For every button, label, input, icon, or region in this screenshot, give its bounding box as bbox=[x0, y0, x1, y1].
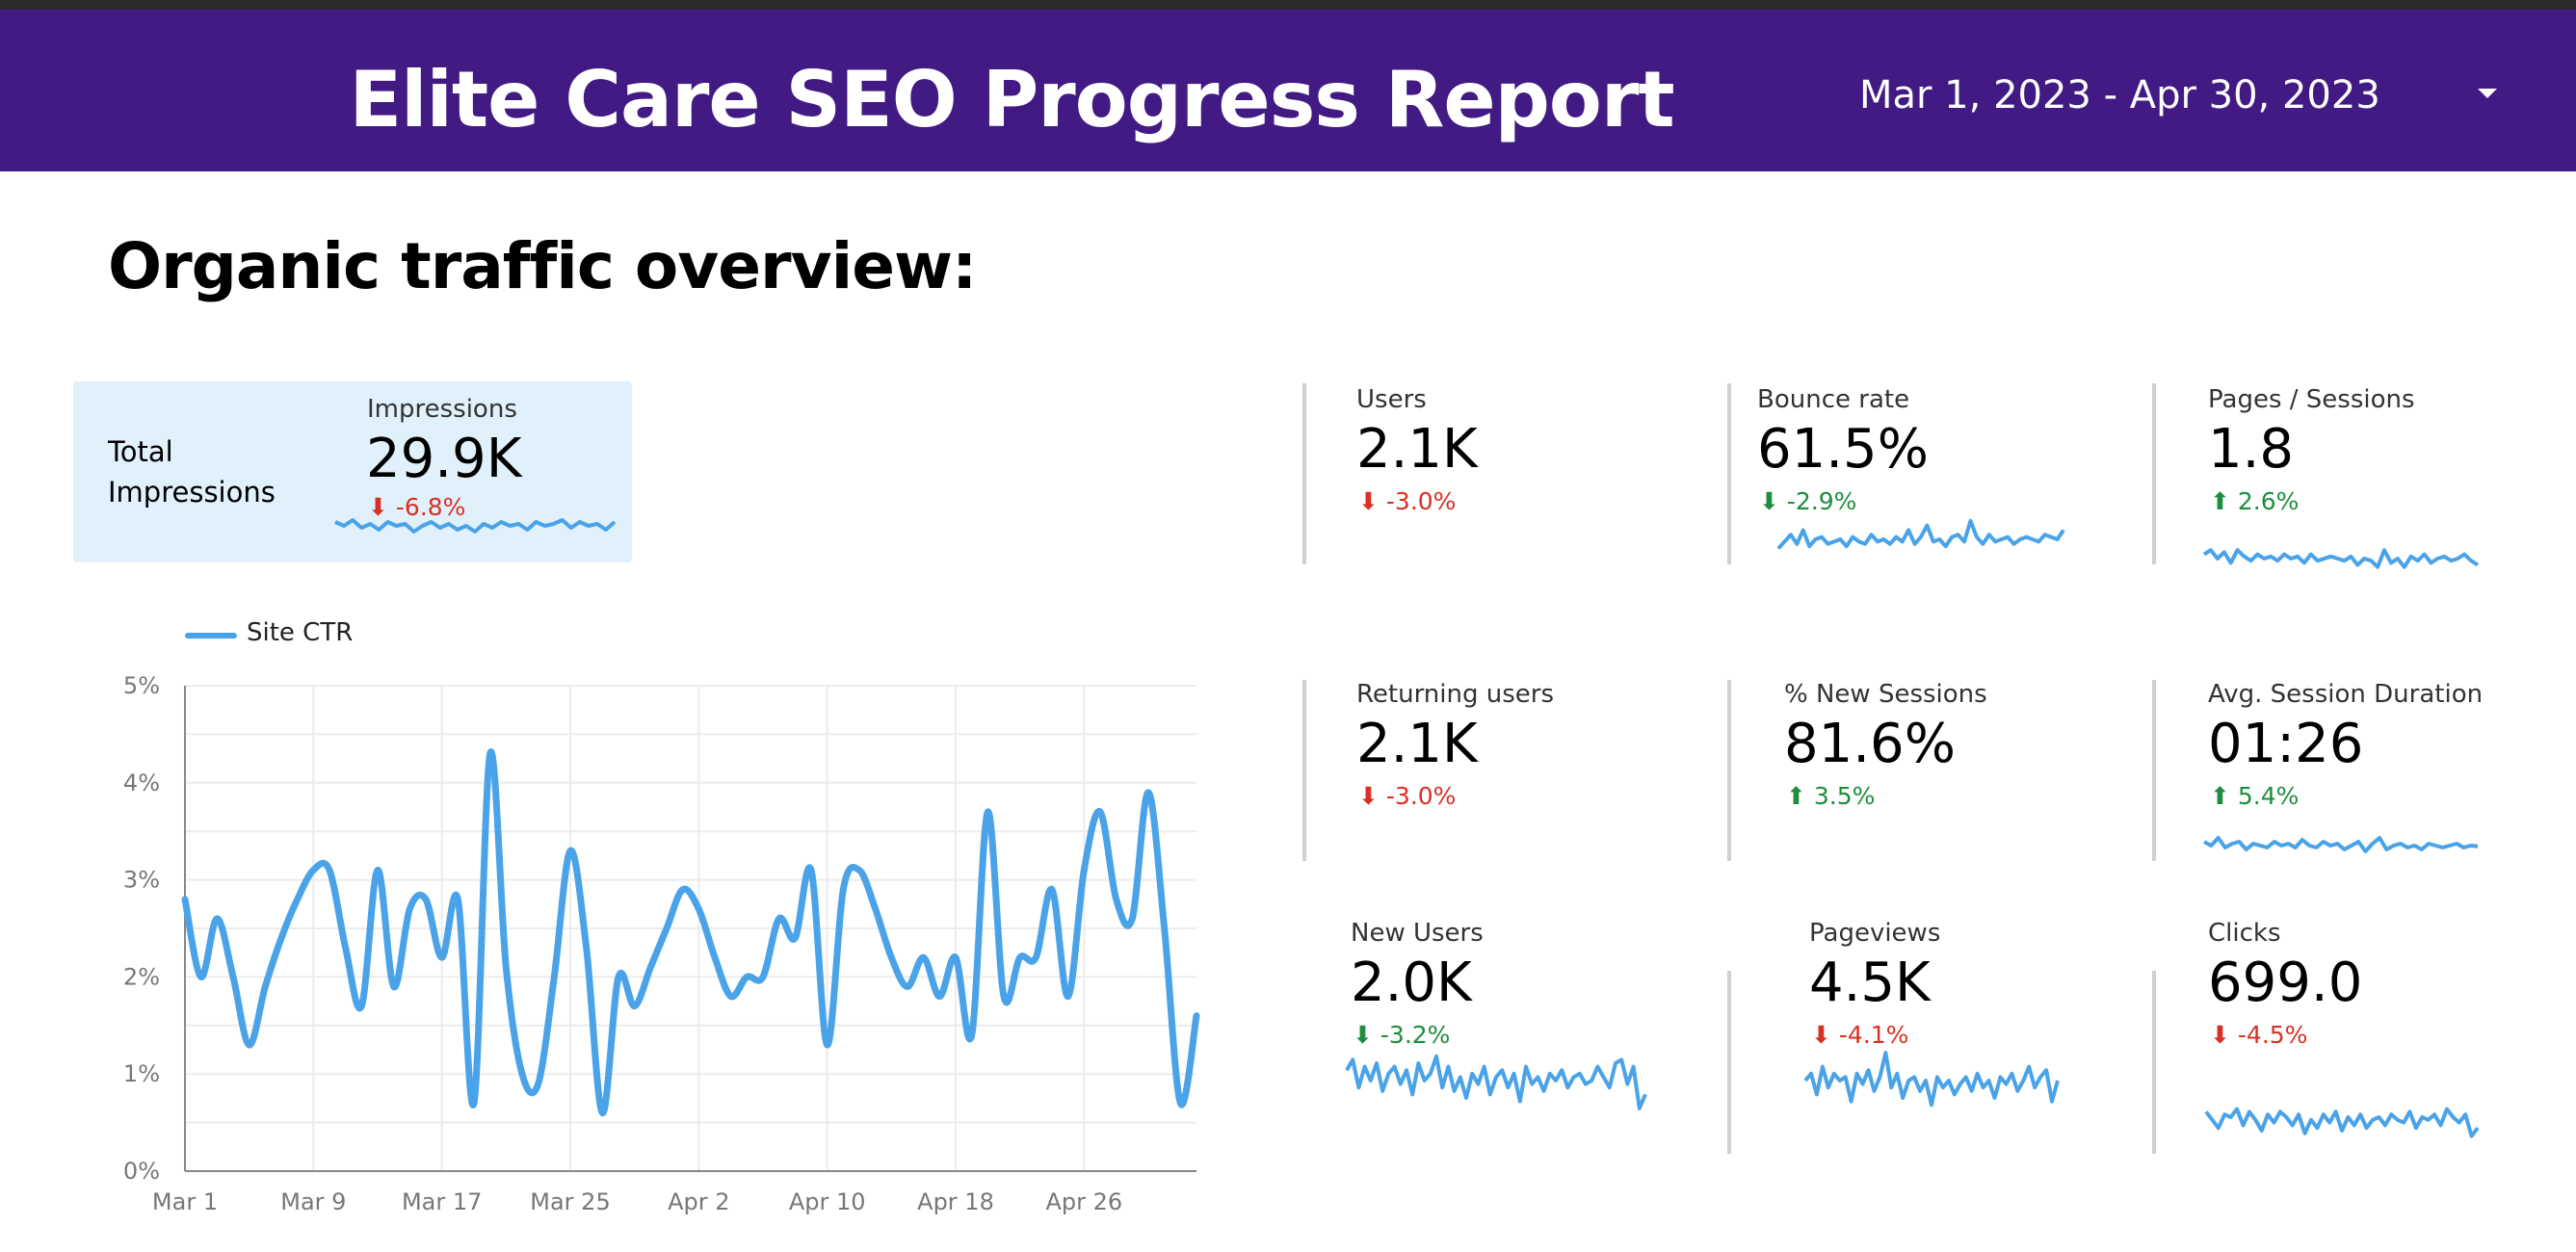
bounce-rate-label: Bounce rate bbox=[1757, 385, 1910, 414]
divider bbox=[2152, 680, 2156, 861]
arrow-down-icon: ⬇ bbox=[1811, 1021, 1831, 1049]
legend-label: Site CTR bbox=[247, 618, 354, 647]
clicks-value: 699.0 bbox=[2208, 952, 2363, 1014]
arrow-down-icon: ⬇ bbox=[368, 493, 388, 521]
sparkline-path bbox=[2204, 1107, 2480, 1138]
pages-sessions-sparkline bbox=[2202, 548, 2480, 569]
pages-sessions-value: 1.8 bbox=[2208, 418, 2295, 481]
new-sessions-label: % New Sessions bbox=[1784, 680, 1987, 709]
divider bbox=[1727, 680, 1731, 861]
arrow-down-icon: ⬇ bbox=[1358, 487, 1379, 515]
sparkline-path bbox=[1345, 1054, 1647, 1110]
arrow-up-icon: ⬆ bbox=[2210, 487, 2230, 515]
sparkline-path bbox=[2202, 548, 2480, 569]
sparkline-path bbox=[1803, 1051, 2060, 1108]
avg-session-delta: ⬆ 5.4% bbox=[2210, 782, 2300, 810]
avg-session-label: Avg. Session Duration bbox=[2208, 680, 2484, 709]
x-tick-label: Mar 17 bbox=[402, 1188, 482, 1215]
arrow-down-icon: ⬇ bbox=[2210, 1021, 2230, 1049]
pages-sessions-label: Pages / Sessions bbox=[2208, 385, 2415, 414]
y-tick-label: 5% bbox=[123, 672, 160, 699]
new-sessions-value: 81.6% bbox=[1784, 713, 1956, 775]
window-top-strip bbox=[0, 0, 2576, 10]
x-tick-label: Apr 10 bbox=[789, 1188, 866, 1215]
users-value: 2.1K bbox=[1356, 418, 1478, 481]
returning-users-value: 2.1K bbox=[1356, 713, 1478, 775]
divider bbox=[2152, 383, 2156, 564]
x-tick-label: Apr 26 bbox=[1045, 1188, 1122, 1215]
date-range-selector[interactable]: Mar 1, 2023 - Apr 30, 2023 bbox=[1859, 73, 2380, 117]
avg-session-sparkline bbox=[2203, 836, 2479, 853]
users-label: Users bbox=[1356, 385, 1427, 414]
y-tick-label: 3% bbox=[123, 867, 160, 894]
sparkline-path bbox=[334, 518, 617, 534]
clicks-sparkline bbox=[2204, 1107, 2480, 1138]
x-tick-label: Mar 9 bbox=[280, 1188, 346, 1215]
pages-sessions-delta: ⬆ 2.6% bbox=[2210, 487, 2300, 515]
divider bbox=[2152, 971, 2156, 1154]
arrow-down-icon: ⬇ bbox=[1358, 782, 1379, 810]
impressions-card-title: Total Impressions bbox=[108, 435, 276, 509]
y-tick-label: 2% bbox=[123, 963, 160, 990]
divider bbox=[1727, 383, 1731, 564]
bounce-rate-delta: ⬇ -2.9% bbox=[1759, 487, 1857, 515]
arrow-up-icon: ⬆ bbox=[2210, 782, 2230, 810]
x-tick-label: Mar 25 bbox=[530, 1188, 610, 1215]
clicks-label: Clicks bbox=[2208, 919, 2281, 948]
clicks-delta: ⬇ -4.5% bbox=[2210, 1021, 2308, 1049]
divider bbox=[1727, 971, 1731, 1154]
returning-users-delta: ⬇ -3.0% bbox=[1358, 782, 1457, 810]
impressions-sparkline bbox=[334, 518, 617, 534]
x-tick-label: Apr 2 bbox=[668, 1188, 729, 1215]
avg-session-value: 01:26 bbox=[2208, 713, 2364, 775]
y-tick-label: 0% bbox=[123, 1158, 160, 1185]
x-tick-label: Mar 1 bbox=[152, 1188, 218, 1215]
section-title: Organic traffic overview: bbox=[108, 229, 977, 303]
legend-swatch bbox=[185, 633, 237, 639]
pageviews-delta: ⬇ -4.1% bbox=[1811, 1021, 1909, 1049]
sparkline-path bbox=[2203, 836, 2479, 853]
impressions-value: 29.9K bbox=[366, 428, 522, 490]
new-sessions-delta: ⬆ 3.5% bbox=[1786, 782, 1876, 810]
impressions-label: Impressions bbox=[367, 395, 517, 424]
pageviews-sparkline bbox=[1803, 1051, 2060, 1108]
arrow-down-icon: ⬇ bbox=[1759, 487, 1779, 515]
returning-users-label: Returning users bbox=[1356, 680, 1555, 709]
site-ctr-line bbox=[181, 748, 1200, 1117]
pageviews-value: 4.5K bbox=[1809, 952, 1931, 1014]
y-tick-label: 4% bbox=[123, 769, 160, 796]
impressions-delta: ⬇ -6.8% bbox=[368, 493, 466, 521]
bounce-rate-value: 61.5% bbox=[1757, 418, 1929, 481]
divider bbox=[1302, 680, 1306, 861]
x-tick-label: Apr 18 bbox=[917, 1188, 994, 1215]
divider bbox=[1302, 383, 1306, 564]
new-users-sparkline bbox=[1345, 1054, 1647, 1110]
arrow-down-icon: ⬇ bbox=[1353, 1021, 1373, 1049]
new-users-delta: ⬇ -3.2% bbox=[1353, 1021, 1451, 1049]
report-title: Elite Care SEO Progress Report bbox=[349, 55, 1674, 144]
sparkline-path bbox=[1776, 518, 2065, 550]
new-users-label: New Users bbox=[1351, 919, 1484, 948]
arrow-up-icon: ⬆ bbox=[1786, 782, 1806, 810]
pageviews-label: Pageviews bbox=[1809, 919, 1941, 948]
users-delta: ⬇ -3.0% bbox=[1358, 487, 1457, 515]
impressions-card: Total Impressions Impressions 29.9K ⬇ -6… bbox=[73, 381, 632, 562]
new-users-value: 2.0K bbox=[1351, 952, 1472, 1014]
caret-down-icon[interactable] bbox=[2478, 89, 2497, 98]
y-tick-label: 1% bbox=[123, 1060, 160, 1087]
bounce-rate-sparkline bbox=[1776, 518, 2065, 550]
report-header: Elite Care SEO Progress Report Mar 1, 20… bbox=[0, 10, 2576, 171]
